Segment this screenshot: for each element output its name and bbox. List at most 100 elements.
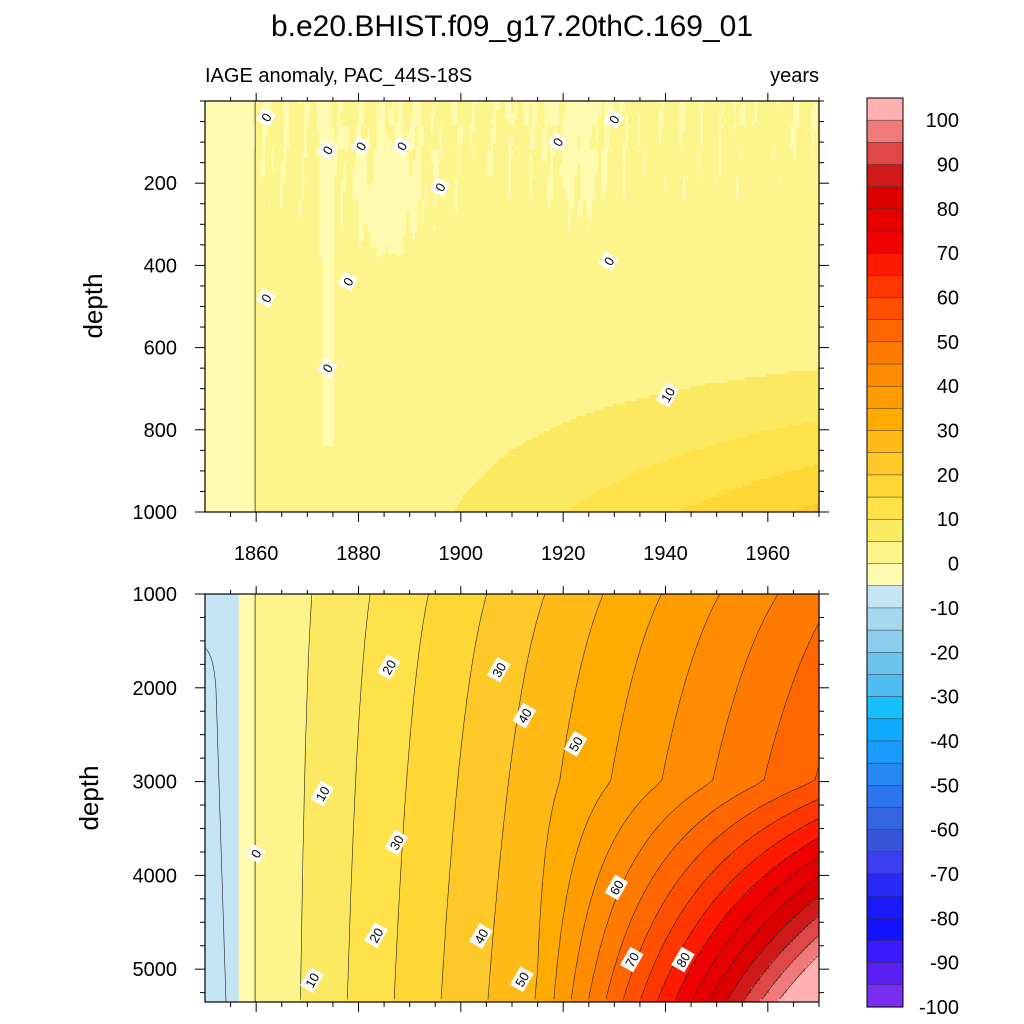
contour-fill-cell — [475, 104, 494, 108]
contour-fill-cell — [736, 110, 740, 114]
contour-fill-cell — [310, 651, 365, 655]
contour-fill-cell — [784, 969, 806, 973]
contour-fill-cell — [463, 732, 515, 736]
contour-fill-cell — [646, 936, 668, 940]
contour-fill-cell — [253, 419, 323, 423]
contour-fill-cell — [346, 173, 353, 177]
contour-fill-cell — [253, 720, 308, 724]
contour-fill-cell — [496, 125, 533, 129]
contour-fill-cell — [517, 110, 524, 114]
contour-fill-cell — [310, 104, 317, 108]
contour-fill-cell — [622, 116, 626, 120]
contour-fill-cell — [568, 894, 593, 898]
contour-fill-cell — [550, 813, 593, 817]
contour-fill-cell — [460, 161, 488, 165]
contour-fill-cell — [670, 744, 722, 748]
contour-fill-cell — [310, 101, 317, 105]
contour-fill-cell — [511, 762, 563, 766]
contour-fill-cell — [253, 440, 323, 444]
contour-fill-cell — [685, 906, 710, 910]
contour-fill-cell — [367, 606, 428, 610]
contour-fill-cell — [511, 750, 566, 754]
contour-fill-cell — [775, 738, 819, 742]
contour-fill-cell — [313, 597, 371, 601]
colorbar-box — [866, 962, 904, 986]
contour-fill-cell — [658, 600, 716, 604]
contour-fill-cell — [802, 909, 819, 913]
contour-fill-cell — [457, 771, 512, 775]
contour-fill-cell — [463, 741, 515, 745]
contour-fill-cell — [577, 143, 581, 147]
contour-fill-cell — [811, 801, 819, 805]
contour-fill-cell — [253, 176, 260, 180]
contour-fill-cell — [604, 197, 683, 201]
contour-fill-cell — [427, 191, 434, 195]
contour-fill-cell — [253, 711, 308, 715]
contour-fill-cell — [538, 954, 560, 958]
contour-fill-cell — [796, 675, 819, 679]
upper-fill-layer — [253, 101, 819, 512]
contour-fill-cell — [706, 446, 819, 450]
contour-fill-cell — [424, 206, 434, 210]
contour-fill-cell — [724, 975, 743, 979]
contour-fill-cell — [814, 143, 819, 147]
contour-fill-cell — [364, 639, 422, 643]
contour-fill-cell — [205, 846, 239, 850]
contour-fill-cell — [631, 978, 650, 982]
contour-fill-cell — [577, 164, 581, 168]
contour-fill-cell — [736, 687, 791, 691]
contour-fill-cell — [253, 386, 323, 390]
contour-fill-cell — [742, 149, 773, 153]
contour-fill-cell — [412, 705, 467, 709]
contour-fill-cell — [535, 621, 593, 625]
contour-fill-cell — [724, 888, 752, 892]
contour-fill-cell — [439, 155, 458, 159]
contour-fill-cell — [205, 942, 239, 946]
contour-fill-cell — [394, 119, 398, 123]
contour-fill-cell — [652, 831, 689, 835]
contour-fill-cell — [661, 137, 680, 141]
contour-fill-cell — [535, 137, 542, 141]
contour-fill-cell — [814, 146, 819, 150]
colorbar-box — [866, 585, 904, 609]
contour-fill-cell — [349, 912, 398, 916]
contour-fill-cell — [304, 807, 356, 811]
contour-fill-cell — [778, 909, 803, 913]
contour-fill-cell — [772, 603, 819, 607]
contour-fill-cell — [205, 768, 239, 772]
contour-fill-cell — [349, 921, 398, 925]
contour-fill-cell — [610, 146, 623, 150]
contour-fill-cell — [565, 906, 590, 910]
contour-fill-cell — [568, 891, 593, 895]
contour-line — [487, 594, 546, 1000]
contour-fill-cell — [568, 888, 596, 892]
contour-fill-cell — [811, 921, 819, 925]
contour-fill-cell — [304, 852, 353, 856]
contour-fill-cell — [544, 597, 602, 601]
contour-fill-cell — [667, 185, 683, 189]
colorbar-box — [866, 563, 904, 587]
contour-fill-cell — [730, 708, 785, 712]
contour-fill-cell — [205, 678, 239, 682]
contour-fill-cell — [460, 173, 488, 177]
contour-fill-cell — [562, 422, 803, 426]
contour-fill-cell — [394, 981, 443, 985]
contour-fill-cell — [766, 849, 800, 853]
contour-fill-cell — [661, 948, 683, 952]
contour-fill-cell — [355, 780, 407, 784]
contour-fill-cell — [736, 690, 791, 694]
contour-fill-cell — [634, 669, 689, 673]
contour-fill-cell — [562, 927, 584, 931]
contour-fill-cell — [274, 152, 284, 156]
contour-fill-cell — [253, 506, 458, 510]
contour-fill-cell — [688, 669, 743, 673]
contour-fill-cell — [769, 918, 791, 922]
contour-fill-cell — [253, 260, 323, 264]
contour-fill-cell — [253, 723, 308, 727]
contour-fill-cell — [301, 930, 350, 934]
contour-fill-cell — [607, 155, 623, 159]
contour-fill-cell — [511, 173, 530, 177]
contour-fill-cell — [349, 972, 395, 976]
contour-fill-cell — [700, 951, 722, 955]
contour-fill-cell — [559, 951, 581, 955]
